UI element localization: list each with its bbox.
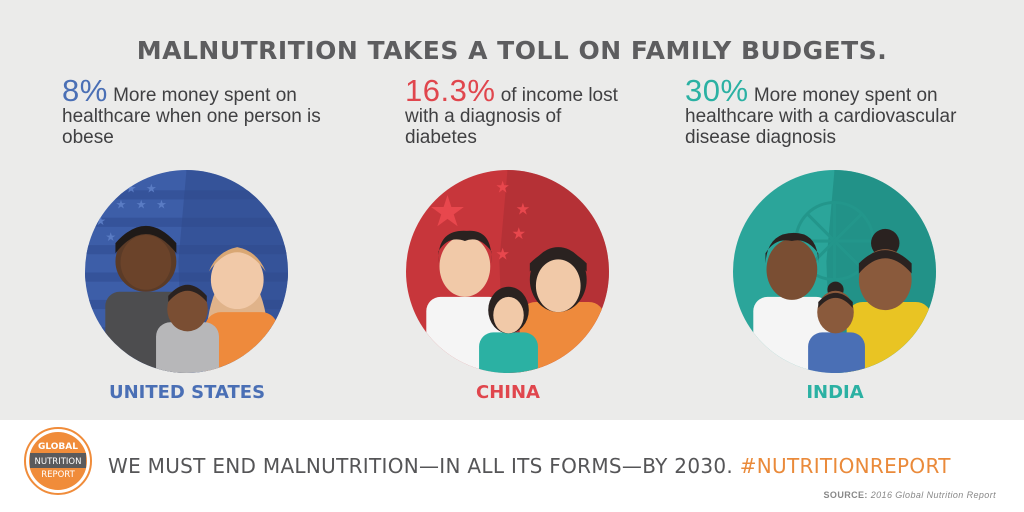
svg-text:★: ★ [136, 198, 147, 212]
logo-line3: REPORT [41, 470, 75, 480]
svg-text:★: ★ [495, 244, 510, 263]
united-states-family-illustration: ★★★ ★★★ ★★★ [85, 170, 288, 373]
svg-text:★: ★ [146, 181, 157, 195]
svg-text:★: ★ [495, 177, 510, 196]
country-label-india: INDIA [806, 382, 864, 403]
country-label-united-states: UNITED STATES [108, 382, 266, 403]
source-label: SOURCE: [823, 490, 868, 500]
tagline-text: WE MUST END MALNUTRITION—IN ALL ITS FORM… [108, 454, 734, 478]
stat-china: 16.3% of income lost with a diagnosis of… [405, 75, 625, 148]
stat-description: of income lost with a diagnosis of diabe… [405, 85, 618, 148]
logo-line2: NUTRITION [35, 457, 82, 467]
stat-united-states: 8% More money spent on healthcare when o… [62, 75, 322, 148]
headline: MALNUTRITION TAKES A TOLL ON FAMILY BUDG… [136, 36, 888, 65]
china-family-illustration: ★ ★ ★ ★ ★ [406, 170, 609, 373]
india-family-illustration [733, 170, 936, 373]
hashtag-link[interactable]: #NUTRITIONREPORT [739, 454, 951, 478]
country-label-china: CHINA [476, 382, 540, 403]
svg-text:★: ★ [126, 181, 137, 195]
stat-percent: 8% [62, 73, 108, 108]
svg-text:★: ★ [428, 187, 466, 237]
stat-percent: 16.3% [405, 73, 496, 108]
stat-description: More money spent on healthcare when one … [62, 85, 321, 148]
stat-percent: 30% [685, 73, 749, 108]
source-citation: SOURCE: 2016 Global Nutrition Report [824, 490, 996, 500]
svg-text:★: ★ [512, 224, 527, 243]
svg-text:★: ★ [105, 230, 116, 244]
footer: GLOBAL NUTRITION REPORT WE MUST END MALN… [0, 420, 1024, 512]
stat-india: 30% More money spent on healthcare with … [685, 75, 1005, 148]
svg-text:★: ★ [156, 198, 167, 212]
svg-text:★: ★ [115, 198, 126, 212]
tagline: WE MUST END MALNUTRITION—IN ALL ITS FORM… [108, 454, 951, 478]
stat-description: More money spent on healthcare with a ca… [685, 85, 957, 148]
global-nutrition-report-logo: GLOBAL NUTRITION REPORT [24, 427, 92, 495]
logo-line1: GLOBAL [38, 442, 78, 452]
svg-text:★: ★ [95, 214, 106, 228]
svg-text:★: ★ [516, 200, 531, 219]
source-text: 2016 Global Nutrition Report [870, 490, 996, 500]
svg-text:★: ★ [105, 181, 116, 195]
